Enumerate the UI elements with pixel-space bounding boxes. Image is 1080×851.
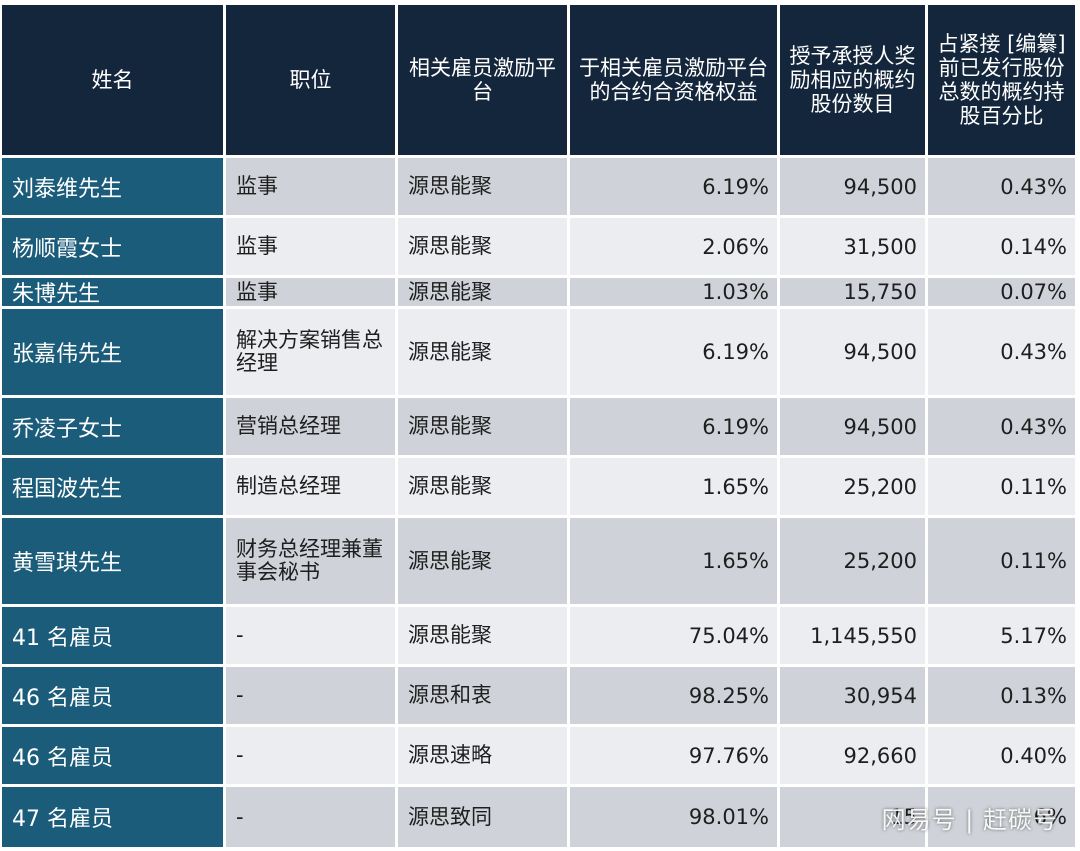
- header-interest: 于相关雇员激励平台的合约合资格权益: [570, 5, 780, 155]
- table-header-row: 姓名 职位 相关雇员激励平台 于相关雇员激励平台的合约合资格权益 授予承授人奖励…: [2, 5, 1075, 158]
- cell-name: 乔凌子女士: [2, 398, 226, 455]
- table-row: 黄雪琪先生 财务总经理兼董事会秘书 源思能聚 1.65% 25,200 0.11…: [2, 518, 1075, 607]
- cell-interest: 98.25%: [570, 667, 780, 724]
- cell-interest: 1.65%: [570, 458, 780, 515]
- cell-percent: 0.07%: [928, 278, 1075, 306]
- cell-name: 黄雪琪先生: [2, 518, 226, 604]
- cell-percent: 0.43%: [928, 158, 1075, 215]
- cell-shares: 25,200: [780, 458, 928, 515]
- cell-percent: 0.11%: [928, 518, 1075, 604]
- cell-interest: 1.65%: [570, 518, 780, 604]
- cell-platform: 源思速略: [398, 727, 570, 784]
- cell-shares: 94,500: [780, 158, 928, 215]
- cell-name: 张嘉伟先生: [2, 309, 226, 395]
- cell-position: 监事: [226, 218, 398, 275]
- cell-shares: 1,145,550: [780, 607, 928, 664]
- cell-position: 监事: [226, 278, 398, 306]
- cell-shares: 15: [780, 787, 928, 847]
- cell-interest: 6.19%: [570, 309, 780, 395]
- cell-percent: 0.11%: [928, 458, 1075, 515]
- cell-name: 程国波先生: [2, 458, 226, 515]
- cell-shares: 94,500: [780, 398, 928, 455]
- cell-platform: 源思和衷: [398, 667, 570, 724]
- cell-position: 解决方案销售总经理: [226, 309, 398, 395]
- cell-position: 监事: [226, 158, 398, 215]
- cell-percent: 0.40%: [928, 727, 1075, 784]
- cell-platform: 源思致同: [398, 787, 570, 847]
- table-row: 46 名雇员 - 源思和衷 98.25% 30,954 0.13%: [2, 667, 1075, 727]
- cell-name: 41 名雇员: [2, 607, 226, 664]
- table-row: 朱博先生 监事 源思能聚 1.03% 15,750 0.07%: [2, 278, 1075, 309]
- cell-name: 47 名雇员: [2, 787, 226, 847]
- table-row: 刘泰维先生 监事 源思能聚 6.19% 94,500 0.43%: [2, 158, 1075, 218]
- cell-position: 营销总经理: [226, 398, 398, 455]
- cell-percent: 5.17%: [928, 607, 1075, 664]
- table-row: 杨顺霞女士 监事 源思能聚 2.06% 31,500 0.14%: [2, 218, 1075, 278]
- watermark: 网易号 | 赶碳号: [881, 806, 1058, 834]
- cell-position: -: [226, 787, 398, 847]
- table-row: 张嘉伟先生 解决方案销售总经理 源思能聚 6.19% 94,500 0.43%: [2, 309, 1075, 398]
- cell-platform: 源思能聚: [398, 218, 570, 275]
- cell-platform: 源思能聚: [398, 398, 570, 455]
- cell-shares: 94,500: [780, 309, 928, 395]
- cell-interest: 1.03%: [570, 278, 780, 306]
- cell-interest: 6.19%: [570, 398, 780, 455]
- cell-position: 制造总经理: [226, 458, 398, 515]
- cell-shares: 92,660: [780, 727, 928, 784]
- cell-position: -: [226, 727, 398, 784]
- cell-interest: 97.76%: [570, 727, 780, 784]
- cell-shares: 25,200: [780, 518, 928, 604]
- cell-platform: 源思能聚: [398, 158, 570, 215]
- cell-shares: 30,954: [780, 667, 928, 724]
- table-row: 程国波先生 制造总经理 源思能聚 1.65% 25,200 0.11%: [2, 458, 1075, 518]
- cell-interest: 6.19%: [570, 158, 780, 215]
- cell-name: 朱博先生: [2, 278, 226, 307]
- cell-position: 财务总经理兼董事会秘书: [226, 518, 398, 604]
- cell-platform: 源思能聚: [398, 309, 570, 395]
- cell-percent: 6%: [928, 787, 1075, 847]
- table-row: 46 名雇员 - 源思速略 97.76% 92,660 0.40%: [2, 727, 1075, 787]
- table-row: 乔凌子女士 营销总经理 源思能聚 6.19% 94,500 0.43%: [2, 398, 1075, 458]
- table-row: 47 名雇员 - 源思致同 98.01% 15 6%: [2, 787, 1075, 847]
- cell-interest: 2.06%: [570, 218, 780, 275]
- cell-percent: 0.14%: [928, 218, 1075, 275]
- cell-platform: 源思能聚: [398, 518, 570, 604]
- header-platform: 相关雇员激励平台: [398, 5, 570, 155]
- cell-name: 刘泰维先生: [2, 158, 226, 215]
- header-percent: 占紧接 [编纂] 前已发行股份总数的概约持股百分比: [928, 5, 1075, 155]
- cell-percent: 0.43%: [928, 309, 1075, 395]
- header-shares: 授予承授人奖励相应的概约股份数目: [780, 5, 928, 155]
- cell-position: -: [226, 607, 398, 664]
- cell-name: 46 名雇员: [2, 667, 226, 724]
- cell-interest: 75.04%: [570, 607, 780, 664]
- header-position: 职位: [226, 5, 398, 155]
- cell-interest: 98.01%: [570, 787, 780, 847]
- cell-name: 46 名雇员: [2, 727, 226, 784]
- cell-name: 杨顺霞女士: [2, 218, 226, 275]
- cell-percent: 0.13%: [928, 667, 1075, 724]
- cell-shares: 31,500: [780, 218, 928, 275]
- employee-incentive-table: 姓名 职位 相关雇员激励平台 于相关雇员激励平台的合约合资格权益 授予承授人奖励…: [2, 5, 1075, 847]
- cell-position: -: [226, 667, 398, 724]
- table-row: 41 名雇员 - 源思能聚 75.04% 1,145,550 5.17%: [2, 607, 1075, 667]
- header-name: 姓名: [2, 5, 226, 155]
- cell-platform: 源思能聚: [398, 458, 570, 515]
- cell-platform: 源思能聚: [398, 278, 570, 306]
- cell-platform: 源思能聚: [398, 607, 570, 664]
- cell-shares: 15,750: [780, 278, 928, 306]
- cell-percent: 0.43%: [928, 398, 1075, 455]
